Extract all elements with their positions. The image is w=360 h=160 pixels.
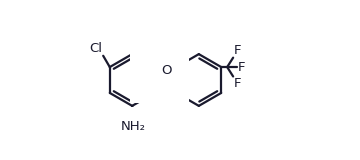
- Text: NH₂: NH₂: [121, 120, 146, 133]
- Text: Cl: Cl: [89, 42, 102, 55]
- Text: O: O: [161, 64, 171, 77]
- Text: F: F: [238, 61, 246, 74]
- Text: F: F: [234, 44, 242, 57]
- Text: F: F: [234, 77, 242, 90]
- Text: NH: NH: [150, 71, 170, 84]
